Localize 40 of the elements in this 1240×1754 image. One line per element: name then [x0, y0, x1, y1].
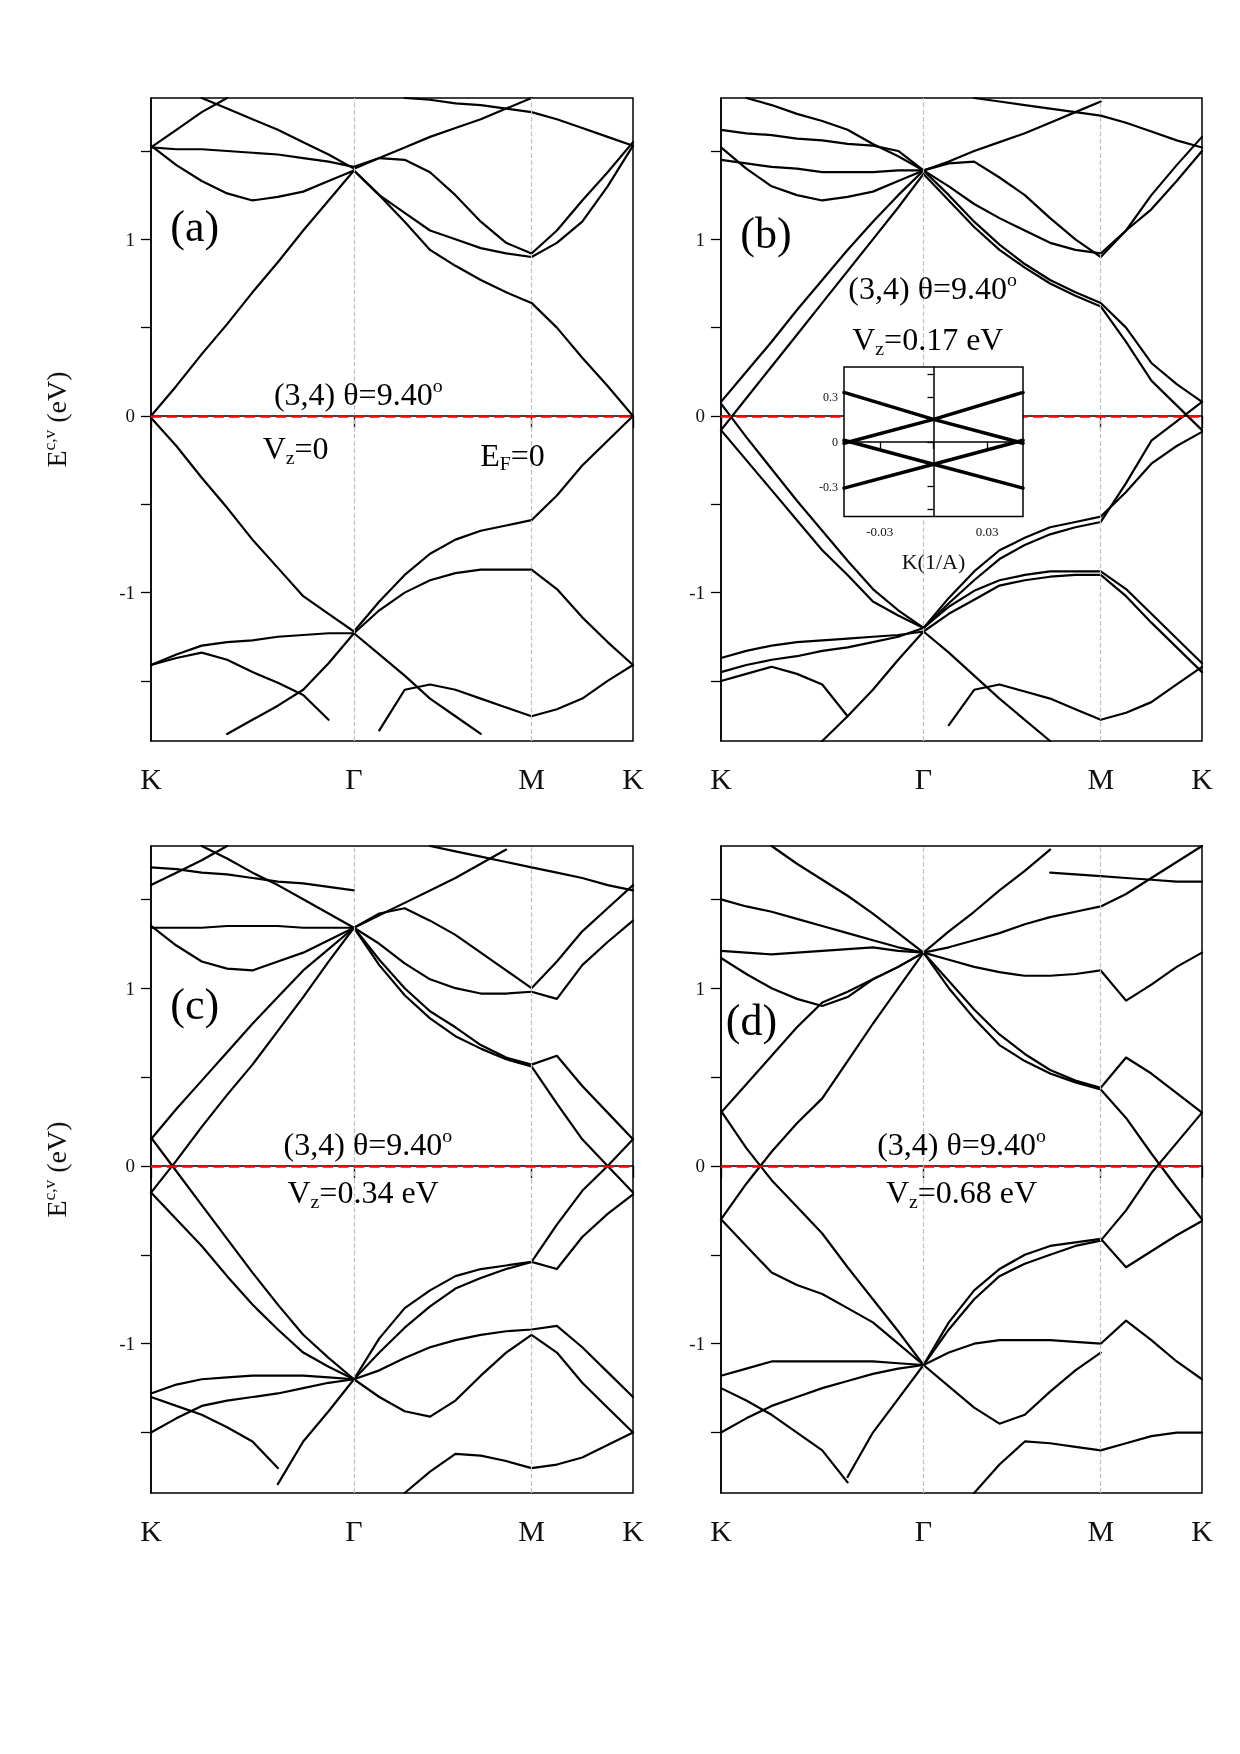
x-tick-label: M: [1087, 1513, 1115, 1547]
y-tick-label: 1: [125, 228, 135, 250]
x-tick-label: Γ: [345, 761, 363, 795]
x-tick-label: K: [1191, 1513, 1214, 1547]
x-tick-label: Γ: [914, 1513, 933, 1547]
x-tick-label: K: [1191, 761, 1214, 795]
y-tick-label: -1: [689, 582, 705, 604]
y-tick-label: 0: [125, 1155, 135, 1177]
y-tick-label: 0: [125, 405, 135, 427]
y-axis-title: Ec,v (eV): [39, 1121, 73, 1218]
annotation: (b): [740, 208, 792, 258]
x-tick-label: -0.03: [866, 523, 894, 539]
y-tick-label: 1: [125, 977, 135, 999]
annotation: (d): [725, 996, 778, 1046]
x-tick-label: K: [140, 1513, 163, 1547]
x-tick-label: Γ: [914, 761, 933, 795]
x-tick-label: M: [518, 1513, 545, 1547]
x-tick-label: M: [518, 761, 545, 795]
y-tick-label: -1: [119, 1333, 135, 1355]
x-tick-label: K: [140, 761, 163, 795]
x-tick-label: K: [622, 1513, 645, 1547]
y-tick-label: 0.3: [823, 389, 838, 404]
y-tick-label: 0: [832, 434, 838, 449]
x-tick-label: 0.03: [975, 523, 999, 539]
annotation: (c): [170, 980, 220, 1030]
x-tick-label: K: [622, 761, 645, 795]
y-axis-title: Ec,v (eV): [39, 371, 73, 468]
x-tick-label: K: [710, 1513, 733, 1547]
x-axis-title: K(1/A): [901, 549, 966, 575]
y-tick-label: 0: [695, 405, 705, 427]
y-tick-label: 0: [695, 1155, 705, 1177]
y-tick-label: -1: [119, 582, 135, 604]
x-tick-label: Γ: [345, 1513, 363, 1547]
annotation: (a): [170, 202, 220, 252]
x-tick-label: M: [1087, 761, 1115, 795]
y-tick-label: 1: [695, 228, 705, 250]
x-tick-label: K: [710, 761, 733, 795]
y-tick-label: 1: [695, 977, 705, 999]
y-tick-label: -1: [689, 1333, 705, 1355]
y-tick-label: -0.3: [819, 479, 838, 494]
